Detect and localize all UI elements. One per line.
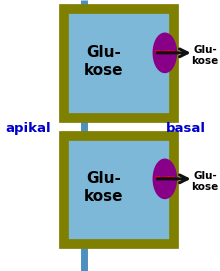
Text: Glu-
kose: Glu- kose (84, 171, 123, 204)
Text: basal: basal (166, 122, 206, 135)
FancyBboxPatch shape (64, 136, 174, 244)
Text: apikal: apikal (5, 122, 51, 135)
Text: Glu-
kose: Glu- kose (192, 45, 219, 66)
Text: GLUT2: GLUT2 (154, 50, 175, 55)
Ellipse shape (153, 159, 176, 198)
Text: GLUT2: GLUT2 (154, 176, 175, 181)
Text: Glu-
kose: Glu- kose (192, 171, 219, 192)
FancyBboxPatch shape (64, 9, 174, 118)
Ellipse shape (153, 33, 176, 73)
Text: Glu-
kose: Glu- kose (84, 45, 123, 78)
